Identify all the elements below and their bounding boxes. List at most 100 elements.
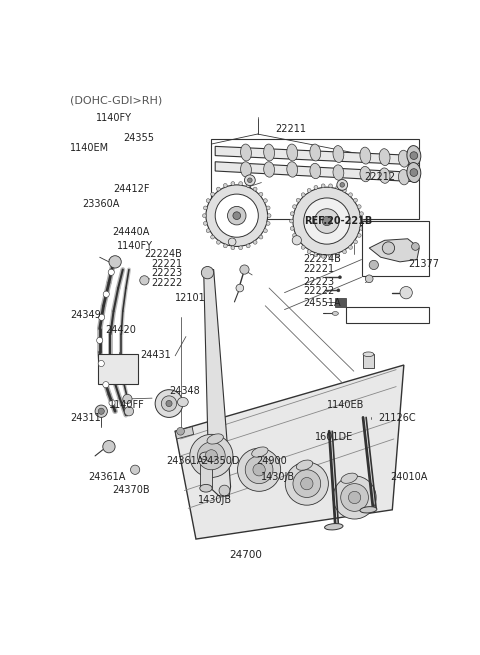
Text: 1430JB: 1430JB <box>261 472 295 482</box>
Ellipse shape <box>307 250 311 253</box>
Circle shape <box>109 255 121 268</box>
Text: 1140EM: 1140EM <box>71 143 109 153</box>
Circle shape <box>219 485 230 496</box>
Text: 24420: 24420 <box>106 325 136 335</box>
Ellipse shape <box>178 398 188 407</box>
Ellipse shape <box>363 352 374 356</box>
Circle shape <box>348 491 361 504</box>
Text: 24440A: 24440A <box>112 227 150 237</box>
Circle shape <box>177 428 184 435</box>
Circle shape <box>123 394 132 403</box>
Circle shape <box>108 269 114 275</box>
Circle shape <box>292 236 301 245</box>
Circle shape <box>410 152 418 159</box>
Circle shape <box>205 450 217 462</box>
Polygon shape <box>369 239 419 262</box>
Text: 24551A: 24551A <box>303 298 341 308</box>
Ellipse shape <box>231 246 235 250</box>
Circle shape <box>98 408 104 415</box>
Text: 24349: 24349 <box>71 310 101 320</box>
Ellipse shape <box>264 162 275 177</box>
Circle shape <box>304 198 350 244</box>
Ellipse shape <box>348 193 352 196</box>
Circle shape <box>285 462 328 505</box>
Polygon shape <box>215 162 417 182</box>
Ellipse shape <box>296 240 300 244</box>
Text: 24412F: 24412F <box>113 183 149 193</box>
Circle shape <box>245 456 273 483</box>
Circle shape <box>411 242 419 250</box>
Ellipse shape <box>200 452 212 460</box>
Ellipse shape <box>223 244 227 248</box>
Circle shape <box>98 314 105 320</box>
Text: 22223: 22223 <box>151 269 182 278</box>
Text: 1430JB: 1430JB <box>198 495 232 505</box>
Circle shape <box>96 337 103 343</box>
Ellipse shape <box>321 254 325 258</box>
Text: 22223: 22223 <box>303 277 335 287</box>
Ellipse shape <box>314 185 318 189</box>
Text: 22211: 22211 <box>275 124 306 134</box>
Ellipse shape <box>336 185 340 189</box>
Bar <box>346 307 429 324</box>
Ellipse shape <box>287 162 298 177</box>
Ellipse shape <box>293 234 297 237</box>
Text: 1140EB: 1140EB <box>327 400 364 411</box>
Text: 1140FF: 1140FF <box>109 400 145 411</box>
Ellipse shape <box>379 149 390 166</box>
Ellipse shape <box>341 473 358 483</box>
Ellipse shape <box>290 212 294 215</box>
Circle shape <box>124 407 133 416</box>
Circle shape <box>337 289 340 292</box>
Ellipse shape <box>223 183 227 187</box>
Ellipse shape <box>360 227 363 231</box>
Ellipse shape <box>207 434 223 444</box>
Ellipse shape <box>240 162 252 177</box>
Polygon shape <box>175 365 404 539</box>
Ellipse shape <box>332 312 338 315</box>
Ellipse shape <box>266 221 270 225</box>
Ellipse shape <box>379 168 390 183</box>
Ellipse shape <box>296 198 300 202</box>
Ellipse shape <box>293 205 297 208</box>
Circle shape <box>131 465 140 474</box>
Bar <box>363 354 374 368</box>
Ellipse shape <box>211 193 215 196</box>
Ellipse shape <box>329 184 333 188</box>
Polygon shape <box>215 146 417 165</box>
Text: 1140FY: 1140FY <box>96 113 132 123</box>
Circle shape <box>314 209 339 233</box>
Circle shape <box>244 175 255 185</box>
Ellipse shape <box>354 240 358 244</box>
Ellipse shape <box>301 246 305 250</box>
Ellipse shape <box>360 147 371 164</box>
Circle shape <box>155 390 183 417</box>
Text: 21126C: 21126C <box>378 413 416 422</box>
Ellipse shape <box>324 523 343 530</box>
Bar <box>200 456 212 488</box>
Text: 22222: 22222 <box>303 286 335 297</box>
Polygon shape <box>204 270 230 496</box>
Text: 22221: 22221 <box>303 264 335 274</box>
Circle shape <box>201 267 214 279</box>
Circle shape <box>98 360 104 367</box>
Circle shape <box>365 275 373 283</box>
Ellipse shape <box>329 254 333 258</box>
Ellipse shape <box>360 212 363 215</box>
Circle shape <box>95 405 108 417</box>
Circle shape <box>410 169 418 176</box>
Circle shape <box>103 441 115 453</box>
Ellipse shape <box>264 144 275 161</box>
Circle shape <box>238 448 281 491</box>
Ellipse shape <box>239 246 242 250</box>
Ellipse shape <box>246 183 250 187</box>
Circle shape <box>322 216 332 226</box>
Circle shape <box>240 265 249 274</box>
Circle shape <box>236 284 244 292</box>
Ellipse shape <box>206 198 210 202</box>
Ellipse shape <box>314 253 318 257</box>
Ellipse shape <box>354 198 358 202</box>
Ellipse shape <box>266 206 270 210</box>
Ellipse shape <box>301 193 305 196</box>
Circle shape <box>206 185 267 246</box>
